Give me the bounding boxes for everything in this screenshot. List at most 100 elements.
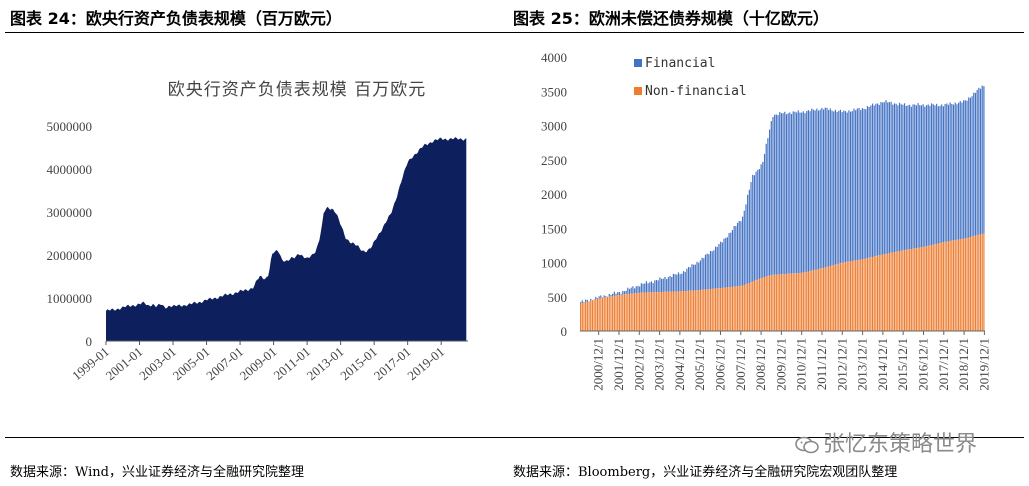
non-financial-bar (907, 249, 909, 331)
financial-bar (882, 102, 884, 255)
financial-bar (748, 189, 750, 283)
non-financial-bar (807, 271, 809, 331)
non-financial-bar (959, 239, 961, 331)
financial-bar (620, 293, 622, 295)
financial-bar (821, 107, 823, 269)
non-financial-bar (726, 287, 728, 331)
non-financial-bar (968, 237, 970, 331)
financial-bar (645, 281, 647, 293)
financial-bar (969, 97, 971, 237)
financial-bar (942, 106, 944, 243)
financial-bar (709, 250, 712, 289)
non-financial-bar (883, 254, 885, 331)
financial-bar (728, 233, 730, 288)
non-financial-bar (620, 294, 622, 331)
financial-bar (694, 264, 696, 291)
financial-bar (725, 237, 727, 288)
non-financial-bar (634, 293, 636, 331)
financial-bar (853, 108, 855, 261)
right-y-tick-label: 3500 (541, 84, 567, 99)
financial-bar (958, 102, 960, 240)
non-financial-bar (819, 268, 821, 331)
financial-bar (677, 272, 680, 292)
financial-bar (662, 278, 664, 292)
non-financial-bar (831, 265, 833, 331)
financial-bar (806, 111, 808, 272)
financial-bar (689, 267, 691, 291)
non-financial-bar (895, 251, 897, 331)
non-financial-bar (706, 289, 708, 331)
non-financial-bar (961, 239, 963, 331)
financial-bar (777, 115, 779, 275)
non-financial-bar (586, 301, 588, 331)
financial-bar (907, 105, 909, 250)
financial-bar (763, 153, 766, 277)
non-financial-bar (785, 273, 788, 331)
non-financial-bar (649, 292, 651, 331)
non-financial-bar (898, 251, 901, 331)
financial-bar (925, 105, 928, 247)
non-financial-bar (777, 274, 779, 331)
financial-bar (939, 105, 941, 244)
non-financial-bar (828, 266, 830, 331)
right-y-tick-label: 2500 (541, 153, 567, 168)
non-financial-bar (767, 276, 769, 331)
financial-bar (865, 109, 867, 259)
non-financial-bar (927, 245, 929, 331)
financial-bar (733, 226, 735, 287)
financial-bar (701, 257, 703, 290)
financial-bar (844, 111, 847, 263)
financial-bar (956, 104, 958, 240)
non-financial-bar (836, 264, 838, 331)
non-financial-bar (942, 242, 944, 331)
non-financial-bar (642, 292, 644, 331)
financial-bar (780, 113, 782, 275)
non-financial-bar (905, 249, 907, 331)
financial-bar (688, 267, 690, 291)
financial-bar (809, 111, 811, 271)
financial-bar (895, 103, 897, 252)
non-financial-bar (850, 261, 852, 331)
non-financial-bar (944, 241, 946, 331)
non-financial-bar (794, 273, 796, 331)
non-financial-bar (853, 260, 855, 331)
non-financial-bar (664, 291, 666, 331)
financial-bar (917, 103, 919, 248)
non-financial-bar (635, 293, 637, 331)
non-financial-bar (866, 258, 869, 331)
financial-bar (696, 261, 698, 291)
financial-bar (831, 110, 833, 266)
financial-bar (855, 110, 857, 261)
left-x-tick-label: 2015-01 (337, 344, 380, 383)
financial-bar (661, 278, 663, 292)
non-financial-bar (612, 296, 614, 331)
financial-bar (968, 97, 970, 238)
financial-bar (817, 110, 820, 269)
non-financial-bar (949, 241, 951, 331)
right-y-tick-label: 0 (561, 324, 568, 339)
financial-bar (974, 92, 977, 236)
non-financial-bar (583, 302, 585, 331)
financial-bar (887, 102, 889, 254)
financial-bar (860, 110, 862, 260)
financial-bar (789, 112, 791, 274)
financial-bar (929, 105, 931, 246)
non-financial-bar (912, 248, 914, 331)
financial-bar (671, 277, 673, 292)
non-financial-bar (696, 290, 698, 331)
non-financial-bar (782, 274, 784, 331)
financial-bar (730, 232, 732, 287)
non-financial-bar (728, 287, 730, 331)
left-x-tick-label: 2007-01 (203, 344, 246, 383)
financial-bar (612, 293, 614, 297)
left-x-tick-label: 2001-01 (103, 344, 146, 383)
financial-bar (807, 110, 809, 272)
non-financial-bar (661, 292, 663, 331)
right-x-tick-label: 2014/12/1 (875, 338, 890, 391)
non-financial-bar (721, 287, 723, 331)
non-financial-bar (887, 253, 889, 331)
financial-bar (672, 273, 674, 292)
financial-bar (885, 100, 887, 254)
non-financial-bar (841, 262, 843, 331)
non-financial-bar (858, 259, 860, 331)
